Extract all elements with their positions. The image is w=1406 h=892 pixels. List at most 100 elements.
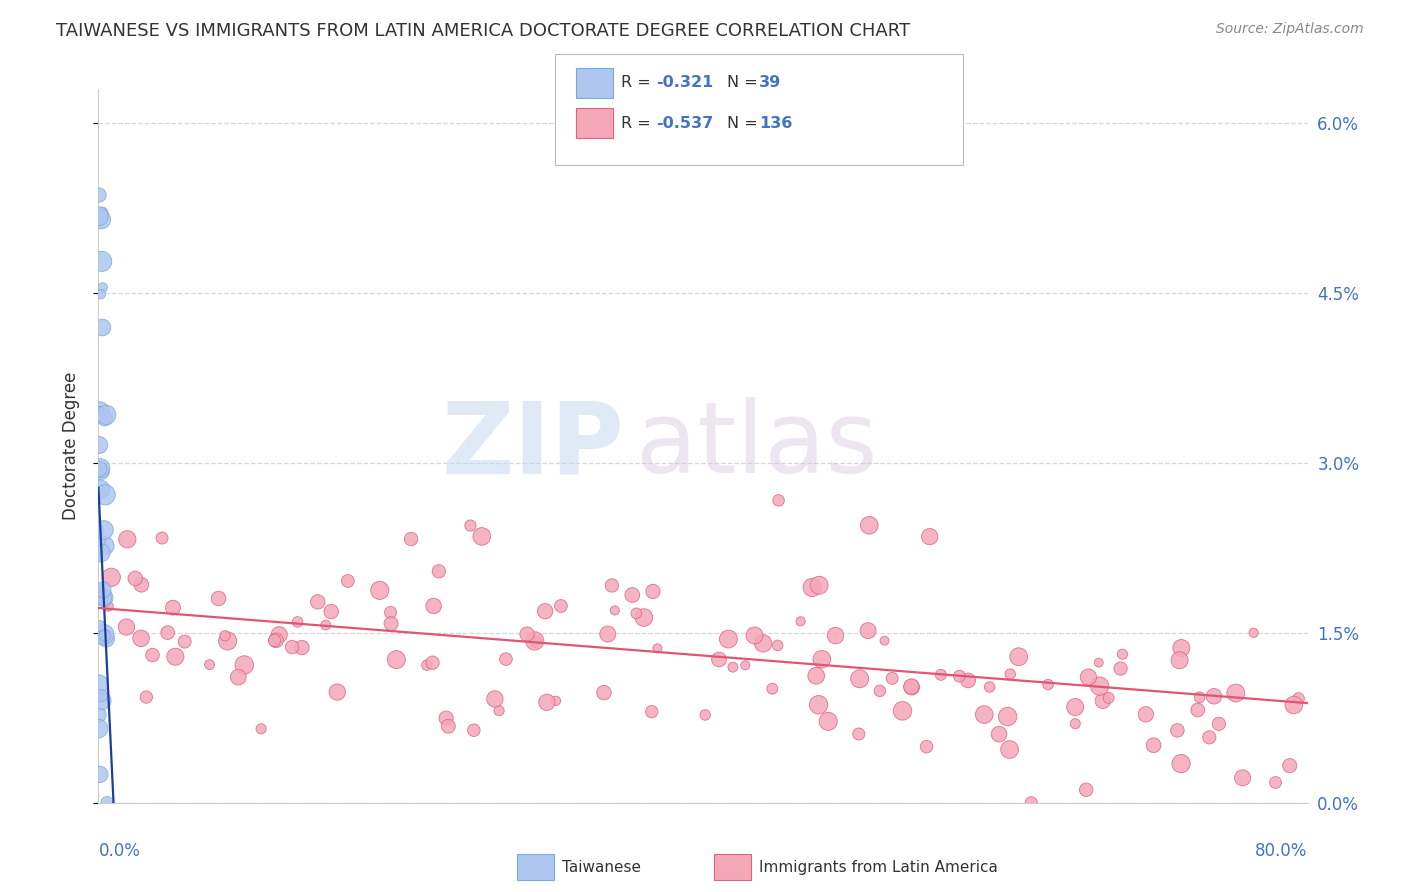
Point [91, 320, 114, 334]
Point [87, 722, 110, 736]
Point [89, 404, 111, 418]
Point [399, 532, 422, 546]
Point [380, 606, 402, 620]
Point [460, 518, 482, 533]
Point [89, 462, 111, 476]
Point [96, 408, 118, 422]
Point [89, 533, 111, 548]
Point [135, 690, 157, 704]
Point [287, 615, 309, 629]
Point [744, 628, 766, 642]
Point [1008, 649, 1031, 664]
Point [1243, 625, 1265, 640]
Text: R =: R = [621, 76, 657, 90]
Point [131, 578, 153, 592]
Point [695, 708, 717, 723]
Point [495, 652, 517, 666]
Point [228, 670, 250, 684]
Point [250, 722, 273, 736]
Point [291, 640, 314, 655]
Text: 39: 39 [759, 76, 782, 90]
Text: ZIP: ZIP [441, 398, 624, 494]
Point [115, 620, 138, 634]
Text: -0.321: -0.321 [657, 76, 714, 90]
Point [91, 582, 114, 597]
Point [1202, 690, 1225, 704]
Point [752, 636, 775, 650]
Point [150, 531, 173, 545]
Point [641, 705, 664, 719]
Point [633, 610, 655, 624]
Point [1064, 716, 1087, 731]
Point [1282, 698, 1305, 712]
Point [900, 680, 922, 694]
Point [1087, 656, 1109, 670]
Point [91, 280, 114, 294]
Point [89, 483, 111, 497]
Point [997, 709, 1019, 723]
Point [326, 685, 349, 699]
Point [89, 404, 111, 418]
Point [1142, 738, 1164, 752]
Point [1098, 690, 1121, 705]
Point [824, 629, 846, 643]
Point [1187, 703, 1209, 717]
Point [789, 615, 811, 629]
Point [89, 545, 111, 559]
Point [463, 723, 485, 738]
Point [214, 629, 236, 643]
Point [873, 633, 896, 648]
Text: 0.0%: 0.0% [98, 842, 141, 860]
Point [998, 742, 1021, 756]
Point [848, 727, 870, 741]
Point [811, 652, 834, 666]
Point [422, 599, 444, 613]
Point [315, 618, 337, 632]
Point [808, 578, 831, 592]
Point [217, 634, 239, 648]
Point [1170, 640, 1192, 655]
Point [93, 411, 115, 425]
Point [717, 632, 740, 646]
Point [368, 583, 391, 598]
Point [979, 680, 1001, 694]
Point [1135, 707, 1157, 722]
Point [801, 581, 824, 595]
Point [129, 632, 152, 646]
Point [90, 582, 112, 597]
Point [1198, 731, 1220, 745]
Point [93, 591, 115, 605]
Point [100, 570, 122, 584]
Point [91, 205, 114, 219]
Point [93, 523, 115, 537]
Point [918, 530, 941, 544]
Point [544, 694, 567, 708]
Text: R =: R = [621, 116, 657, 130]
Point [117, 533, 139, 547]
Point [87, 523, 110, 537]
Point [734, 658, 756, 673]
Point [1077, 670, 1099, 684]
Point [1208, 716, 1230, 731]
Point [1232, 771, 1254, 785]
Point [766, 639, 789, 653]
Point [1288, 691, 1310, 706]
Point [90, 254, 112, 268]
Point [707, 652, 730, 666]
Point [1168, 653, 1191, 667]
Point [422, 656, 444, 670]
Point [90, 689, 112, 703]
Point [524, 634, 547, 648]
Point [91, 694, 114, 708]
Point [1036, 677, 1059, 691]
Point [1166, 723, 1188, 738]
Point [281, 640, 304, 654]
Point [957, 673, 980, 688]
Point [89, 438, 111, 452]
Point [869, 683, 891, 698]
Point [596, 627, 619, 641]
Point [173, 634, 195, 648]
Point [165, 649, 187, 664]
Point [721, 660, 744, 674]
Point [626, 607, 648, 621]
